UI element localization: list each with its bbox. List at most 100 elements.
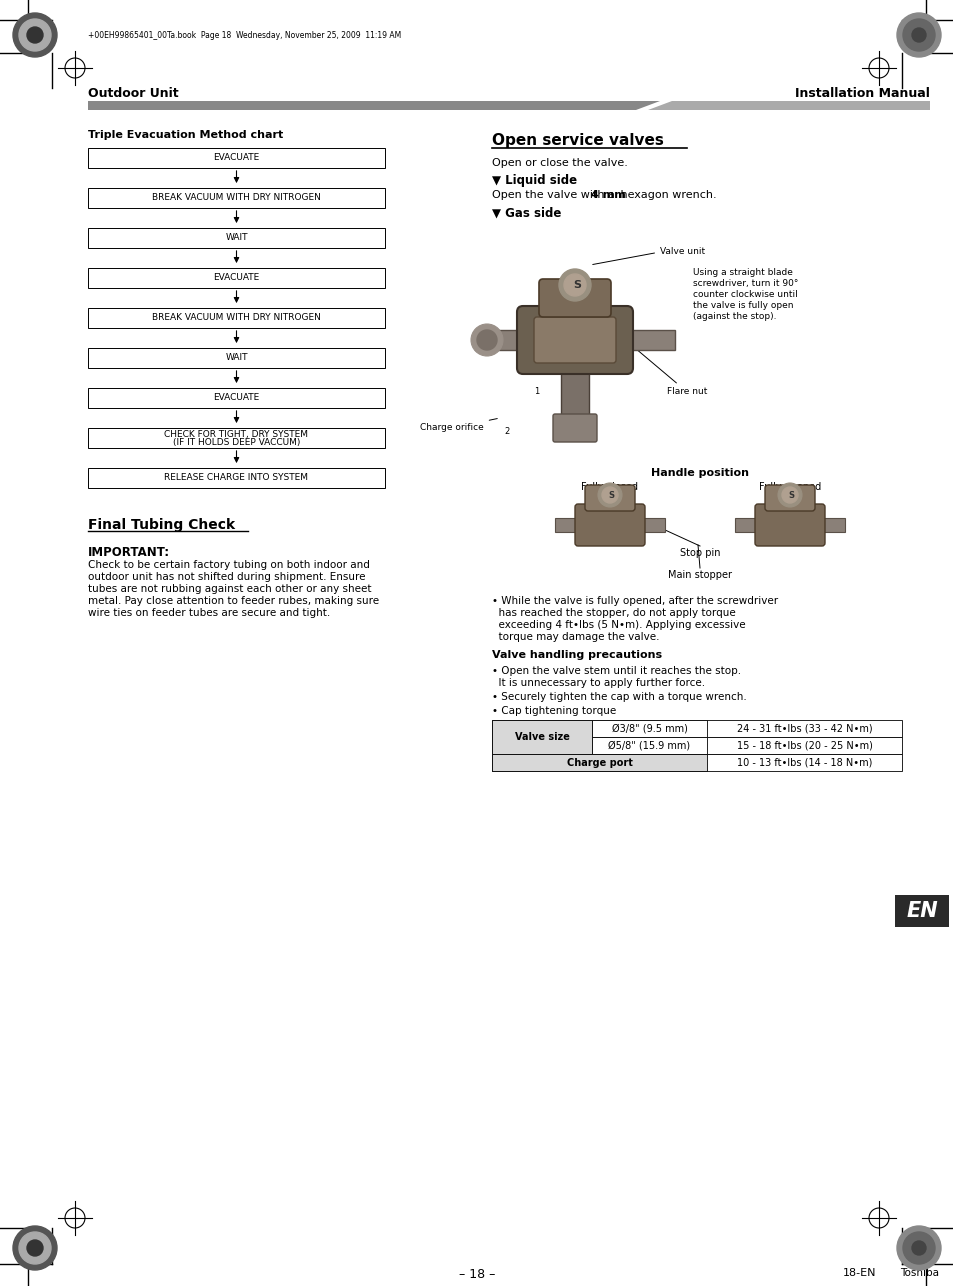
Bar (88, 267, 385, 288)
Text: (IF IT HOLDS DEEP VACCUM): (IF IT HOLDS DEEP VACCUM) (172, 439, 300, 448)
Text: Open the valve with a: Open the valve with a (492, 190, 618, 201)
FancyBboxPatch shape (538, 279, 610, 318)
Bar (88, 349, 385, 368)
Bar (492, 754, 706, 772)
Text: screwdriver, turn it 90°: screwdriver, turn it 90° (692, 279, 798, 288)
Bar (592, 737, 706, 754)
Text: 1: 1 (534, 387, 539, 396)
Text: WAIT: WAIT (225, 354, 248, 363)
Text: EVACUATE: EVACUATE (213, 153, 259, 162)
Text: (against the stop).: (against the stop). (692, 312, 776, 322)
Circle shape (896, 1226, 940, 1271)
Circle shape (601, 487, 618, 503)
Bar (88, 428, 385, 448)
Text: Using a straight blade: Using a straight blade (692, 267, 792, 276)
Text: Outdoor Unit: Outdoor Unit (88, 87, 178, 100)
FancyBboxPatch shape (754, 504, 824, 547)
Text: Valve size: Valve size (514, 732, 569, 742)
Text: S: S (573, 280, 580, 291)
Text: Final Tubing Check: Final Tubing Check (88, 518, 234, 532)
FancyBboxPatch shape (584, 485, 635, 511)
Text: IMPORTANT:: IMPORTANT: (88, 547, 170, 559)
Text: Ø3/8" (9.5 mm): Ø3/8" (9.5 mm) (611, 724, 687, 733)
Text: 10 - 13 ft•lbs (14 - 18 N•m): 10 - 13 ft•lbs (14 - 18 N•m) (736, 757, 871, 768)
Bar (88, 148, 385, 168)
FancyBboxPatch shape (764, 485, 814, 511)
Text: EVACUATE: EVACUATE (213, 274, 259, 283)
Text: BREAK VACUUM WITH DRY NITROGEN: BREAK VACUUM WITH DRY NITROGEN (152, 193, 320, 202)
Text: RELEASE CHARGE INTO SYSTEM: RELEASE CHARGE INTO SYSTEM (164, 473, 308, 482)
Text: has reached the stopper, do not apply torque: has reached the stopper, do not apply to… (492, 608, 735, 619)
Text: Stop pin: Stop pin (679, 548, 720, 558)
Text: Toshiba: Toshiba (900, 1268, 939, 1278)
Text: WAIT: WAIT (225, 234, 248, 243)
Text: 15 - 18 ft•lbs (20 - 25 N•m): 15 - 18 ft•lbs (20 - 25 N•m) (736, 741, 872, 751)
Circle shape (598, 484, 621, 507)
Text: +00EH99865401_00Ta.book  Page 18  Wednesday, November 25, 2009  11:19 AM: +00EH99865401_00Ta.book Page 18 Wednesda… (88, 31, 401, 40)
Text: Charge orifice: Charge orifice (419, 418, 497, 432)
Text: It is unnecessary to apply further force.: It is unnecessary to apply further force… (492, 678, 704, 688)
Bar (492, 720, 592, 754)
Bar (734, 518, 760, 532)
Bar (88, 309, 385, 328)
Circle shape (19, 19, 51, 51)
Circle shape (27, 1240, 43, 1256)
Bar (622, 331, 675, 350)
Bar (492, 737, 901, 754)
Text: torque may damage the valve.: torque may damage the valve. (492, 631, 659, 642)
Circle shape (19, 1232, 51, 1264)
Text: EN: EN (905, 901, 937, 921)
Text: S: S (787, 490, 793, 499)
Text: 4 mm: 4 mm (590, 190, 625, 201)
Text: 24 - 31 ft•lbs (33 - 42 N•m): 24 - 31 ft•lbs (33 - 42 N•m) (736, 724, 871, 733)
Text: Check to be certain factory tubing on both indoor and: Check to be certain factory tubing on bo… (88, 559, 370, 570)
Bar (560, 365, 588, 421)
Bar (639, 518, 664, 532)
Bar (88, 188, 385, 208)
Circle shape (911, 28, 925, 42)
Text: Valve handling precautions: Valve handling precautions (492, 649, 661, 660)
Text: 18-EN: 18-EN (842, 1268, 876, 1278)
Text: 2: 2 (504, 427, 509, 436)
Text: S: S (607, 490, 614, 499)
Bar (818, 518, 844, 532)
Bar (492, 720, 901, 737)
Text: • While the valve is fully opened, after the screwdriver: • While the valve is fully opened, after… (492, 595, 778, 606)
Text: wire ties on feeder tubes are secure and tight.: wire ties on feeder tubes are secure and… (88, 608, 330, 619)
Circle shape (902, 19, 934, 51)
FancyBboxPatch shape (575, 504, 644, 547)
Text: exceeding 4 ft•lbs (5 N•m). Applying excessive: exceeding 4 ft•lbs (5 N•m). Applying exc… (492, 620, 745, 630)
Circle shape (499, 424, 514, 439)
Bar (555, 518, 580, 532)
Text: Handle position: Handle position (650, 468, 748, 478)
Circle shape (13, 13, 57, 57)
Text: Fully opened: Fully opened (758, 482, 821, 493)
Text: EVACUATE: EVACUATE (213, 394, 259, 403)
Text: Triple Evacuation Method chart: Triple Evacuation Method chart (88, 130, 283, 140)
Text: tubes are not rubbing against each other or any sheet: tubes are not rubbing against each other… (88, 584, 371, 594)
Text: Open or close the valve.: Open or close the valve. (492, 158, 627, 168)
Text: Fully closed: Fully closed (581, 482, 638, 493)
Text: Open service valves: Open service valves (492, 132, 663, 148)
Bar (592, 720, 706, 737)
Circle shape (558, 269, 590, 301)
Text: Flare nut: Flare nut (637, 350, 706, 396)
Bar (88, 388, 385, 408)
Text: ▼ Liquid side: ▼ Liquid side (492, 174, 577, 186)
Bar (88, 468, 385, 487)
Text: metal. Pay close attention to feeder rubes, making sure: metal. Pay close attention to feeder rub… (88, 595, 378, 606)
Text: outdoor unit has not shifted during shipment. Ensure: outdoor unit has not shifted during ship… (88, 572, 365, 583)
Circle shape (778, 484, 801, 507)
Circle shape (896, 13, 940, 57)
Text: Charge port: Charge port (566, 757, 632, 768)
Text: • Open the valve stem until it reaches the stop.: • Open the valve stem until it reaches t… (492, 666, 740, 676)
Text: counter clockwise until: counter clockwise until (692, 291, 797, 300)
Text: – 18 –: – 18 – (458, 1268, 495, 1281)
Circle shape (471, 324, 502, 356)
FancyBboxPatch shape (517, 306, 633, 374)
Text: BREAK VACUUM WITH DRY NITROGEN: BREAK VACUUM WITH DRY NITROGEN (152, 314, 320, 323)
Text: • Securely tighten the cap with a torque wrench.: • Securely tighten the cap with a torque… (492, 692, 746, 702)
Text: the valve is fully open: the valve is fully open (692, 301, 793, 310)
Text: • Cap tightening torque: • Cap tightening torque (492, 706, 616, 716)
Text: Valve unit: Valve unit (592, 247, 704, 265)
